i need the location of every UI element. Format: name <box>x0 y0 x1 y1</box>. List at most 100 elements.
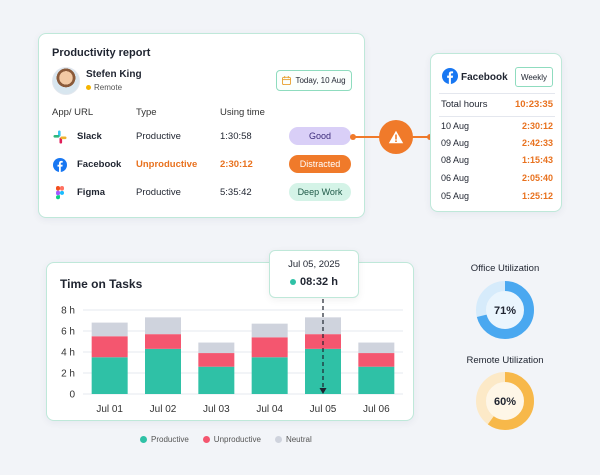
donut-percent-label: 60% <box>494 396 516 408</box>
remote-utilization-donut: 60% <box>476 372 534 430</box>
header-time: Using time <box>220 107 265 118</box>
status-dot <box>86 85 91 91</box>
bar-segment-neutral <box>358 342 395 354</box>
bar-segment-productive <box>145 348 181 394</box>
legend-swatch <box>202 436 210 444</box>
list-item: 08 Aug 1:15:43 <box>441 155 553 169</box>
legend-label: Neutral <box>285 435 312 444</box>
entry-date: 09 Aug <box>441 138 470 148</box>
y-tick-label: 0 <box>69 390 75 401</box>
bar-segment-neutral <box>91 322 128 337</box>
app-time: 5:35:42 <box>220 187 252 198</box>
bar-segment-unproductive <box>251 337 288 358</box>
x-tick-label: Jul 01 <box>96 404 123 415</box>
total-hours-label: Total hours <box>441 99 488 110</box>
list-item: 06 Aug 2:05:40 <box>441 173 553 187</box>
y-tick-label: 4 h <box>61 348 75 359</box>
office-utilization-label: Office Utilization <box>470 263 540 274</box>
entry-value: 1:25:12 <box>521 191 553 201</box>
bar-segment-productive <box>251 357 288 394</box>
entry-value: 2:05:40 <box>521 173 553 183</box>
entry-date: 05 Aug <box>441 191 470 201</box>
facebook-title: Facebook <box>461 72 508 83</box>
calendar-icon <box>282 76 292 85</box>
donut-progress <box>476 281 534 339</box>
legend-neutral[interactable]: Neutral <box>274 435 312 444</box>
list-item: 05 Aug 1:25:12 <box>441 191 553 205</box>
office-utilization-donut: 71% <box>476 281 534 339</box>
entry-value: 2:30:12 <box>521 121 553 131</box>
bar-segment-unproductive <box>91 336 128 358</box>
period-dropdown[interactable]: Weekly <box>515 67 553 87</box>
slack-icon <box>53 130 67 144</box>
bar-segment-productive <box>91 357 128 394</box>
avatar[interactable] <box>52 67 80 95</box>
total-hours-row: Total hours 10:23:35 <box>441 99 553 113</box>
legend-unproductive[interactable]: Unproductive <box>202 435 261 444</box>
stacked-bar-chart: 0 2 h 4 h 6 h 8 h Jul 01 Jul 02 Jul 03 Jul 04 Jul… <box>61 299 403 415</box>
facebook-weekly-card: Facebook Weekly Total hours 10:23:35 10 … <box>430 53 562 212</box>
bar-segment-productive <box>358 366 395 394</box>
list-item: 09 Aug 2:42:33 <box>441 138 553 152</box>
y-tick-label: 8 h <box>61 306 75 317</box>
productivity-report-card: Productivity report Stefen King Remote T… <box>38 33 365 218</box>
donut-progress <box>476 372 534 430</box>
figma-icon <box>56 186 64 200</box>
bar-segment-neutral <box>145 317 181 335</box>
entry-value: 1:15:43 <box>521 155 553 165</box>
app-type: Unproductive <box>136 159 198 170</box>
header-app: App/ URL <box>52 107 94 118</box>
entry-date: 08 Aug <box>441 155 470 165</box>
facebook-icon <box>442 68 458 84</box>
remote-utilization-label: Remote Utilization <box>466 355 544 366</box>
warning-triangle-icon <box>388 130 404 144</box>
list-item: 10 Aug 2:30:12 <box>441 121 553 135</box>
app-time: 1:30:58 <box>220 131 252 142</box>
report-title: Productivity report <box>52 47 151 59</box>
bar-segment-unproductive <box>198 353 235 367</box>
legend-productive[interactable]: Productive <box>140 435 189 444</box>
tooltip-value-text: 08:32 h <box>300 276 338 288</box>
entry-date: 10 Aug <box>441 121 470 131</box>
status-badge: Good <box>289 127 351 145</box>
status-label: Remote <box>94 83 123 92</box>
donut-percent-label: 71% <box>494 305 516 317</box>
bar-segment-neutral <box>251 323 288 338</box>
x-tick-label: Jul 06 <box>363 404 390 415</box>
x-tick-label: Jul 03 <box>203 404 230 415</box>
y-tick-label: 2 h <box>61 369 75 380</box>
x-tick-label: Jul 04 <box>256 404 283 415</box>
x-tick-label: Jul 05 <box>310 404 337 415</box>
table-row[interactable]: Facebook Unproductive 2:30:12 Distracted <box>39 154 364 176</box>
connector-dot <box>350 134 356 140</box>
app-name: Figma <box>77 187 105 198</box>
y-tick-label: 6 h <box>61 327 75 338</box>
productive-dot <box>290 279 297 286</box>
legend-swatch <box>274 436 282 444</box>
bar-segment-productive <box>198 366 235 394</box>
warning-icon[interactable] <box>379 120 413 154</box>
user-status: Remote <box>86 83 122 92</box>
legend-swatch <box>140 436 147 444</box>
bar-segment-unproductive <box>145 334 181 349</box>
entry-date: 06 Aug <box>441 173 470 183</box>
tooltip-date: Jul 05, 2025 <box>288 259 340 270</box>
bar-segment-neutral <box>305 317 341 335</box>
bar-segment-neutral <box>198 342 235 354</box>
divider <box>439 116 555 117</box>
header-type: Type <box>136 107 157 118</box>
date-picker-button[interactable]: Today, 10 Aug <box>276 70 352 91</box>
user-name: Stefen King <box>86 69 142 80</box>
chart-legend: Productive Unproductive Neutral <box>140 435 312 444</box>
app-name: Facebook <box>77 159 122 170</box>
donut-center <box>486 382 524 420</box>
total-hours-value: 10:23:35 <box>514 99 553 110</box>
date-label: Today, 10 Aug <box>295 76 346 85</box>
status-badge: Distracted <box>289 155 351 173</box>
table-row[interactable]: Slack Productive 1:30:58 Good <box>39 126 364 148</box>
facebook-icon <box>53 158 67 172</box>
highlight-marker-arrow <box>319 388 327 394</box>
x-tick-label: Jul 02 <box>150 404 177 415</box>
table-row[interactable]: Figma Productive 5:35:42 Deep Work <box>39 182 364 204</box>
status-badge: Deep Work <box>289 183 351 201</box>
